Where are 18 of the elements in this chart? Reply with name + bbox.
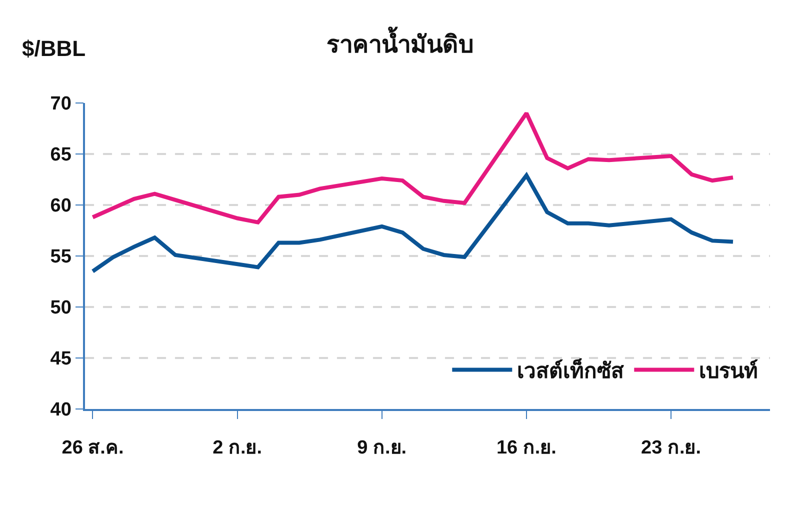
x-tick-label: 9 ก.ย.: [357, 438, 407, 459]
y-tick-label: 40: [50, 400, 72, 421]
y-tick-label: 50: [50, 298, 72, 319]
legend-label: เบรนท์: [699, 358, 758, 383]
y-tick-label: 60: [50, 196, 72, 217]
y-tick-label: 55: [50, 246, 72, 268]
y-axis-title: $/BBL: [22, 36, 86, 61]
x-tick-label: 2 ก.ย.: [212, 438, 262, 459]
x-tick-label: 26 ส.ค.: [62, 438, 124, 459]
y-tick-label: 70: [50, 94, 72, 115]
x-tick-label: 16 ก.ย.: [496, 438, 556, 459]
y-tick-label: 65: [50, 144, 72, 166]
line-series: [90, 173, 735, 274]
chart-title: ราคาน้ำมันดิบ: [326, 25, 474, 58]
legend-label: เวสต์เท็กซัส: [517, 356, 624, 383]
x-tick-label: 23 ก.ย.: [641, 438, 702, 459]
line-series: [90, 111, 735, 224]
y-tick-label: 45: [50, 348, 72, 370]
